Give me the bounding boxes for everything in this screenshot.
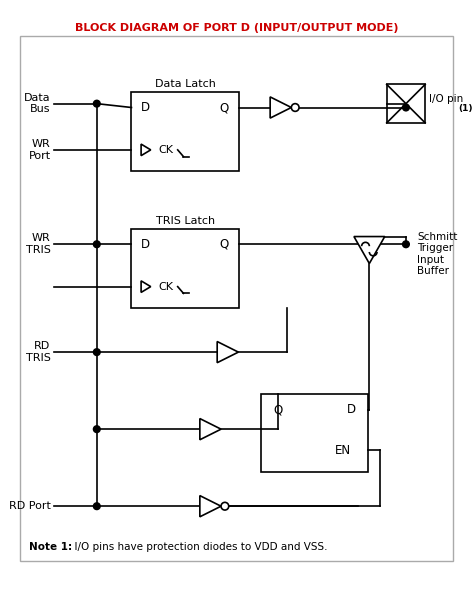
Text: D: D — [346, 404, 356, 416]
Text: CK: CK — [158, 282, 173, 291]
Text: I/O pins have protection diodes to VDD and VSS.: I/O pins have protection diodes to VDD a… — [68, 542, 328, 551]
Text: WR
Port: WR Port — [28, 139, 51, 161]
Circle shape — [221, 502, 229, 510]
Circle shape — [292, 104, 299, 112]
Circle shape — [402, 104, 410, 111]
Bar — [131, 92, 239, 171]
Text: D: D — [140, 101, 149, 114]
Bar — [387, 84, 425, 123]
Text: EN: EN — [335, 444, 351, 457]
Text: BLOCK DIAGRAM OF PORT D (INPUT/OUTPUT MODE): BLOCK DIAGRAM OF PORT D (INPUT/OUTPUT MO… — [75, 22, 398, 33]
Circle shape — [93, 426, 100, 433]
Circle shape — [93, 503, 100, 510]
Bar — [131, 229, 239, 308]
Text: WR
TRIS: WR TRIS — [26, 233, 51, 255]
Text: CK: CK — [158, 145, 173, 155]
Text: D: D — [140, 238, 149, 251]
Text: Q: Q — [219, 238, 228, 251]
Text: Trigger: Trigger — [418, 243, 454, 253]
Bar — [20, 36, 453, 561]
Text: Buffer: Buffer — [418, 266, 449, 276]
Text: Note 1:: Note 1: — [29, 542, 73, 551]
Text: Data
Bus: Data Bus — [24, 93, 51, 115]
Polygon shape — [200, 496, 221, 517]
Polygon shape — [141, 281, 151, 293]
Polygon shape — [141, 144, 151, 156]
Circle shape — [93, 100, 100, 107]
Text: Input: Input — [418, 255, 445, 265]
Text: TRIS Latch: TRIS Latch — [156, 216, 215, 226]
Circle shape — [93, 348, 100, 356]
Text: Q: Q — [273, 404, 283, 416]
Bar — [261, 395, 368, 471]
Polygon shape — [217, 342, 238, 363]
Text: (1): (1) — [458, 104, 473, 113]
Text: RD Port: RD Port — [9, 501, 51, 511]
Text: Q: Q — [219, 101, 228, 114]
Text: Schmitt: Schmitt — [418, 231, 458, 242]
Text: I/O pin: I/O pin — [429, 94, 463, 104]
Text: Data Latch: Data Latch — [155, 79, 216, 90]
Polygon shape — [270, 97, 292, 118]
Circle shape — [93, 241, 100, 248]
Text: RD
TRIS: RD TRIS — [26, 341, 51, 363]
Circle shape — [402, 241, 410, 248]
Polygon shape — [200, 419, 221, 440]
Polygon shape — [354, 236, 385, 264]
